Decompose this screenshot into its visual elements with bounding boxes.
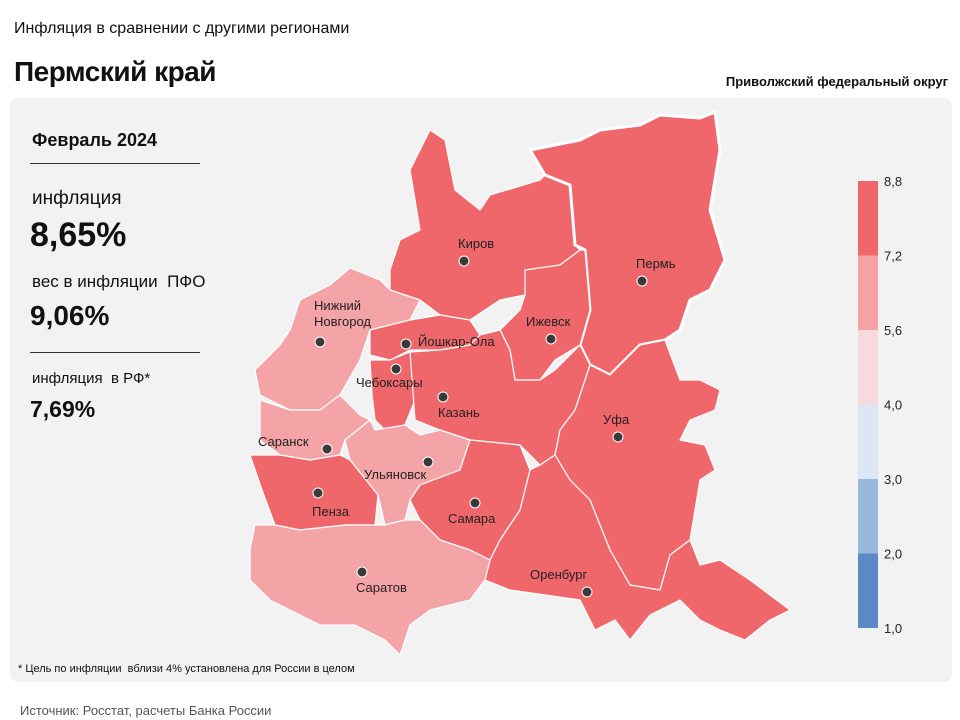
divider: [30, 163, 200, 164]
city-label: Самара: [448, 511, 496, 526]
legend-tick-label: 4,0: [884, 398, 902, 413]
city-dot: [390, 363, 402, 375]
period: Февраль 2024: [32, 130, 157, 150]
city-dot: [581, 586, 593, 598]
region: [369, 351, 421, 431]
city-dot: [321, 443, 333, 455]
city-label: Пенза: [312, 504, 349, 519]
weight-value: 9,06%: [30, 300, 110, 331]
city-dot: [437, 391, 449, 403]
source: Источник: Росстат, расчеты Банка России: [20, 703, 272, 718]
footnote: * Цель по инфляции вблизи 4% установлена…: [18, 663, 355, 675]
rf-label: инфляция в РФ*: [32, 370, 151, 387]
divider: [30, 352, 200, 353]
rf-value: 7,69%: [30, 396, 96, 422]
title: Пермский край: [14, 56, 216, 87]
city-label: Казань: [438, 405, 480, 420]
city-label: Киров: [458, 236, 495, 251]
city-dot: [422, 456, 434, 468]
city-dot: [314, 336, 326, 348]
city-label: Саратов: [356, 580, 407, 595]
subtitle: Инфляция в сравнении с другими регионами: [14, 20, 350, 37]
city-label: Йошкар-Ола: [418, 334, 495, 349]
legend-tick-label: 2,0: [884, 547, 902, 562]
legend-tick-label: 5,6: [884, 323, 902, 338]
legend-bin: [858, 404, 878, 479]
city-label: Оренбург: [530, 567, 588, 582]
region: [499, 249, 591, 381]
city-label: Саранск: [258, 434, 309, 449]
region: [528, 110, 727, 377]
city-label: Нижний Новгород: [314, 298, 371, 329]
legend-bin: [858, 330, 878, 405]
inflation-value: 8,65%: [30, 216, 127, 254]
city-label: Ижевск: [526, 314, 571, 329]
city-dot: [469, 497, 481, 509]
city-label: Пермь: [636, 256, 676, 271]
city-dot: [356, 566, 368, 578]
city-dot: [312, 487, 324, 499]
inflation-label: инфляция: [32, 188, 122, 209]
legend-bin: [858, 553, 878, 628]
city-label: Уфа: [603, 412, 630, 427]
legend-bin: [858, 255, 878, 330]
legend-tick-label: 8,8: [884, 174, 902, 189]
city-dot: [545, 333, 557, 345]
region: [484, 454, 791, 641]
city-label: Чебоксары: [356, 375, 423, 390]
legend-tick-label: 3,0: [884, 472, 902, 487]
legend-tick-label: 7,2: [884, 249, 902, 264]
city-dot: [636, 275, 648, 287]
city-dot: [458, 255, 470, 267]
city-dot: [612, 431, 624, 443]
weight-label: вес в инфляции ПФО: [32, 272, 206, 291]
legend-bin: [858, 479, 878, 554]
region: [249, 519, 491, 656]
district: Приволжский федеральный округ: [725, 74, 948, 89]
legend-tick-label: 1,0: [884, 621, 902, 636]
city-label: Ульяновск: [364, 467, 427, 482]
city-dot: [400, 338, 412, 350]
legend-bin: [858, 181, 878, 256]
